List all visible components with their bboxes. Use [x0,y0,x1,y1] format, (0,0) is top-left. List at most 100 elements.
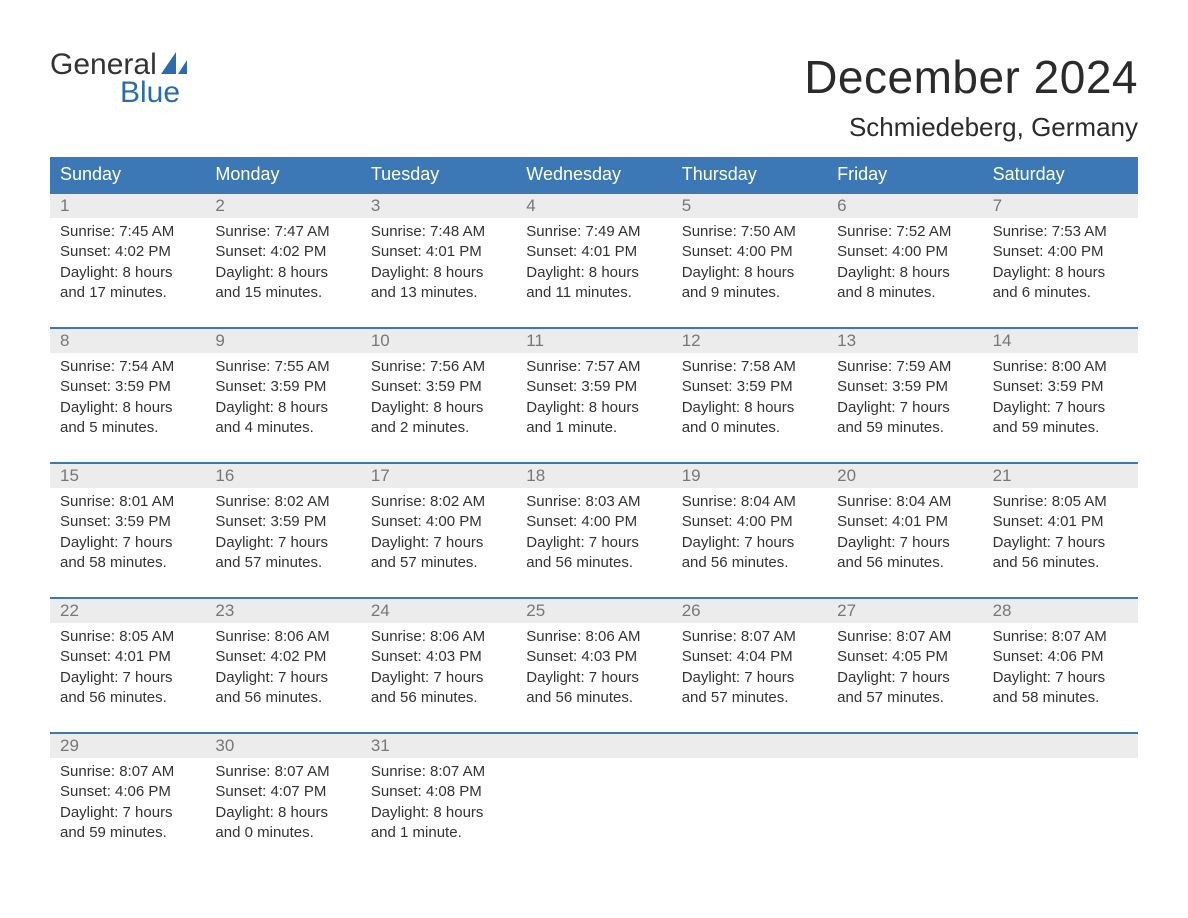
sunrise-line: Sunrise: 8:05 AM [993,492,1128,512]
calendar-cell: 19Sunrise: 8:04 AMSunset: 4:00 PMDayligh… [672,464,827,579]
calendar-cell: 17Sunrise: 8:02 AMSunset: 4:00 PMDayligh… [361,464,516,579]
week-row: 15Sunrise: 8:01 AMSunset: 3:59 PMDayligh… [50,462,1138,579]
day-number: 12 [672,329,827,353]
sunrise-line: Sunrise: 7:45 AM [60,222,195,242]
dayname-friday: Friday [827,157,982,192]
day-number: 18 [516,464,671,488]
day-number: 26 [672,599,827,623]
daylight-line: Daylight: 7 hours and 56 minutes. [215,668,350,709]
cell-body: Sunrise: 8:06 AMSunset: 4:03 PMDaylight:… [516,623,671,708]
cell-body: Sunrise: 8:03 AMSunset: 4:00 PMDaylight:… [516,488,671,573]
daylight-line: Daylight: 7 hours and 56 minutes. [371,668,506,709]
sunset-line: Sunset: 4:03 PM [371,647,506,667]
daylight-line: Daylight: 7 hours and 56 minutes. [682,533,817,574]
day-number: 15 [50,464,205,488]
cell-body [983,758,1138,762]
daylight-line: Daylight: 8 hours and 8 minutes. [837,263,972,304]
cell-body [516,758,671,762]
day-number: 31 [361,734,516,758]
sunset-line: Sunset: 4:00 PM [837,242,972,262]
cell-body: Sunrise: 8:07 AMSunset: 4:06 PMDaylight:… [50,758,205,843]
week-row: 1Sunrise: 7:45 AMSunset: 4:02 PMDaylight… [50,192,1138,309]
week-row: 29Sunrise: 8:07 AMSunset: 4:06 PMDayligh… [50,732,1138,849]
calendar-cell: 30Sunrise: 8:07 AMSunset: 4:07 PMDayligh… [205,734,360,849]
calendar: SundayMondayTuesdayWednesdayThursdayFrid… [50,157,1138,849]
calendar-cell: 16Sunrise: 8:02 AMSunset: 3:59 PMDayligh… [205,464,360,579]
calendar-cell: 1Sunrise: 7:45 AMSunset: 4:02 PMDaylight… [50,194,205,309]
cell-body: Sunrise: 8:01 AMSunset: 3:59 PMDaylight:… [50,488,205,573]
daylight-line: Daylight: 7 hours and 58 minutes. [993,668,1128,709]
day-number [516,734,671,758]
dayname-saturday: Saturday [983,157,1138,192]
day-number: 28 [983,599,1138,623]
cell-body: Sunrise: 7:58 AMSunset: 3:59 PMDaylight:… [672,353,827,438]
calendar-cell: 18Sunrise: 8:03 AMSunset: 4:00 PMDayligh… [516,464,671,579]
dayname-tuesday: Tuesday [361,157,516,192]
cell-body: Sunrise: 8:06 AMSunset: 4:02 PMDaylight:… [205,623,360,708]
day-number: 17 [361,464,516,488]
cell-body: Sunrise: 8:04 AMSunset: 4:00 PMDaylight:… [672,488,827,573]
day-number [983,734,1138,758]
sunset-line: Sunset: 3:59 PM [60,377,195,397]
sunset-line: Sunset: 4:08 PM [371,782,506,802]
sunrise-line: Sunrise: 8:03 AM [526,492,661,512]
sunrise-line: Sunrise: 8:07 AM [215,762,350,782]
calendar-cell [983,734,1138,849]
sunset-line: Sunset: 4:04 PM [682,647,817,667]
daylight-line: Daylight: 8 hours and 17 minutes. [60,263,195,304]
cell-body: Sunrise: 8:07 AMSunset: 4:06 PMDaylight:… [983,623,1138,708]
day-number: 9 [205,329,360,353]
dayname-monday: Monday [205,157,360,192]
calendar-cell: 20Sunrise: 8:04 AMSunset: 4:01 PMDayligh… [827,464,982,579]
calendar-cell: 15Sunrise: 8:01 AMSunset: 3:59 PMDayligh… [50,464,205,579]
calendar-cell: 31 Sunrise: 8:07 AMSunset: 4:08 PMDayligh… [361,734,516,849]
cell-body: Sunrise: 7:56 AMSunset: 3:59 PMDaylight:… [361,353,516,438]
sunrise-line: Sunrise: 7:56 AM [371,357,506,377]
sunset-line: Sunset: 4:01 PM [60,647,195,667]
daylight-line: Daylight: 8 hours and 2 minutes. [371,398,506,439]
sunrise-line: Sunrise: 7:53 AM [993,222,1128,242]
sunrise-line: Sunrise: 8:07 AM [837,627,972,647]
week-spacer [50,309,1138,327]
sunrise-line: Sunrise: 8:04 AM [837,492,972,512]
sunrise-line: Sunrise: 8:02 AM [215,492,350,512]
cell-body: Sunrise: 8:04 AMSunset: 4:01 PMDaylight:… [827,488,982,573]
calendar-cell: 24Sunrise: 8:06 AMSunset: 4:03 PMDayligh… [361,599,516,714]
daylight-line: Daylight: 8 hours and 0 minutes. [682,398,817,439]
day-number: 29 [50,734,205,758]
sunrise-line: Sunrise: 7:52 AM [837,222,972,242]
sunset-line: Sunset: 3:59 PM [371,377,506,397]
logo: General Blue [50,50,187,108]
daylight-line: Daylight: 8 hours and 1 minute. [371,803,506,844]
cell-body: Sunrise: 8:02 AMSunset: 3:59 PMDaylight:… [205,488,360,573]
sunrise-line: Sunrise: 7:58 AM [682,357,817,377]
calendar-cell: 6 Sunrise: 7:52 AMSunset: 4:00 PMDaylight… [827,194,982,309]
sunset-line: Sunset: 4:00 PM [993,242,1128,262]
sunset-line: Sunset: 3:59 PM [215,512,350,532]
day-number: 3 [361,194,516,218]
sunrise-line: Sunrise: 8:07 AM [371,762,506,782]
sunrise-line: Sunrise: 8:06 AM [371,627,506,647]
week-row: 8Sunrise: 7:54 AMSunset: 3:59 PMDaylight… [50,327,1138,444]
daylight-line: Daylight: 8 hours and 5 minutes. [60,398,195,439]
calendar-cell: 10Sunrise: 7:56 AMSunset: 3:59 PMDayligh… [361,329,516,444]
title-block: December 2024 Schmiedeberg, Germany [804,50,1138,143]
sunset-line: Sunset: 4:06 PM [60,782,195,802]
sunset-line: Sunset: 3:59 PM [60,512,195,532]
sunset-line: Sunset: 3:59 PM [993,377,1128,397]
sunrise-line: Sunrise: 8:07 AM [993,627,1128,647]
sunrise-line: Sunrise: 8:07 AM [60,762,195,782]
cell-body [827,758,982,762]
daylight-line: Daylight: 8 hours and 0 minutes. [215,803,350,844]
cell-body: Sunrise: 8:07 AMSunset: 4:07 PMDaylight:… [205,758,360,843]
day-number: 4 [516,194,671,218]
daylight-line: Daylight: 8 hours and 13 minutes. [371,263,506,304]
day-number [827,734,982,758]
daylight-line: Daylight: 7 hours and 56 minutes. [837,533,972,574]
calendar-cell: 21Sunrise: 8:05 AMSunset: 4:01 PMDayligh… [983,464,1138,579]
daylight-line: Daylight: 7 hours and 59 minutes. [837,398,972,439]
daylight-line: Daylight: 7 hours and 56 minutes. [526,668,661,709]
day-number: 6 [827,194,982,218]
cell-body: Sunrise: 8:05 AMSunset: 4:01 PMDaylight:… [50,623,205,708]
daylight-line: Daylight: 7 hours and 59 minutes. [993,398,1128,439]
